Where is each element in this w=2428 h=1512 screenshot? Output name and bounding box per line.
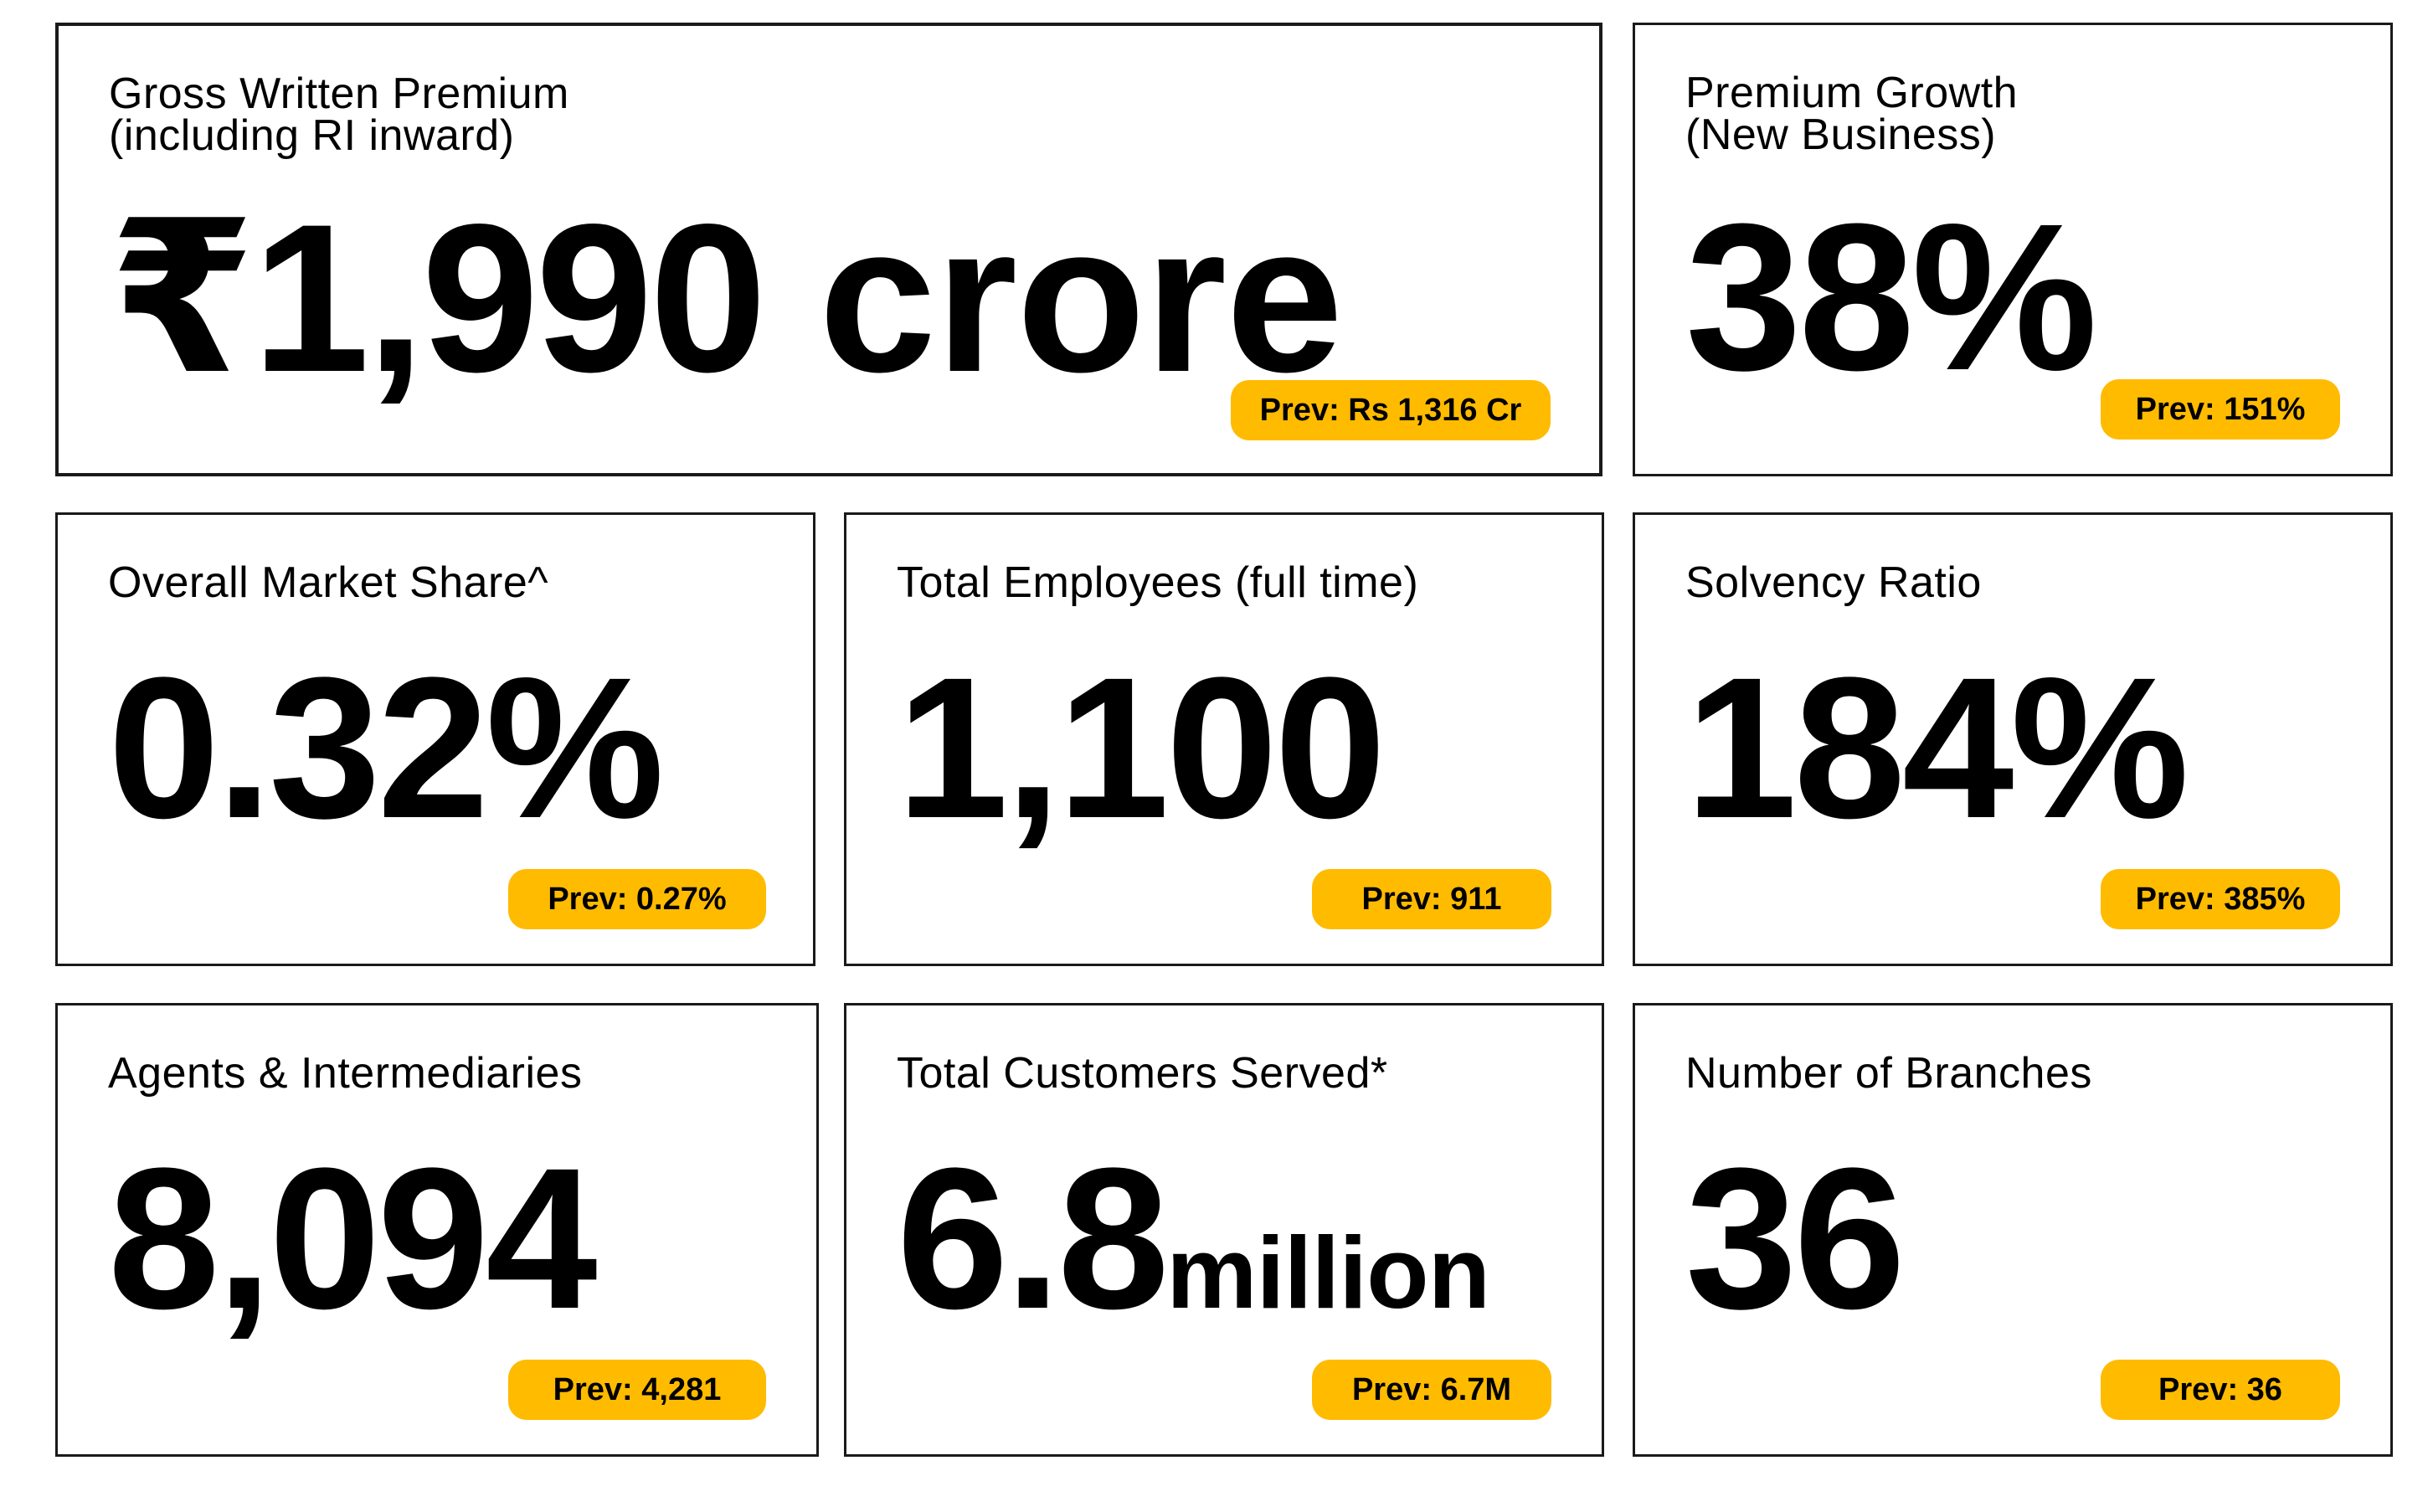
prev-badge: Prev: 36	[2101, 1360, 2340, 1420]
value-number: ₹1,990	[109, 181, 767, 416]
prev-badge: Prev: 4,281	[508, 1360, 766, 1420]
card-premium-growth: Premium Growth (New Business) 38% Prev: …	[1633, 23, 2393, 476]
prev-badge: Prev: Rs 1,316 Cr	[1231, 380, 1551, 440]
card-value: 8,094	[108, 1126, 598, 1350]
card-value: 6.8 million	[897, 1138, 1490, 1339]
value-number: 6.8	[897, 1126, 1170, 1350]
card-label: Gross Written Premium (including RI inwa…	[109, 69, 569, 160]
card-value: 184%	[1685, 635, 2189, 860]
card-label: Total Customers Served*	[897, 1049, 1388, 1098]
card-gross-written-premium: Gross Written Premium (including RI inwa…	[55, 23, 1602, 476]
card-label: Solvency Ratio	[1685, 558, 1982, 607]
card-label: Overall Market Share^	[108, 558, 549, 607]
card-value: 36	[1685, 1126, 1906, 1350]
card-agents-intermediaries: Agents & Intermediaries 8,094 Prev: 4,28…	[55, 1003, 819, 1457]
prev-badge: Prev: 151%	[2101, 379, 2340, 440]
card-total-employees: Total Employees (full time) 1,100 Prev: …	[844, 512, 1604, 966]
card-label: Total Employees (full time)	[897, 558, 1419, 607]
card-total-customers-served: Total Customers Served* 6.8 million Prev…	[844, 1003, 1604, 1457]
card-value: ₹1,990 crore	[109, 193, 1343, 404]
card-value: 0.32%	[108, 635, 665, 860]
prev-badge: Prev: 0.27%	[508, 869, 766, 929]
prev-badge: Prev: 6.7M	[1312, 1360, 1551, 1420]
value-unit: million	[1166, 1216, 1490, 1329]
card-solvency-ratio: Solvency Ratio 184% Prev: 385%	[1633, 512, 2393, 966]
card-label: Agents & Intermediaries	[108, 1049, 583, 1098]
value-unit: crore	[818, 181, 1343, 416]
prev-badge: Prev: 385%	[2101, 869, 2340, 929]
card-label: Number of Branches	[1685, 1049, 2092, 1098]
card-label: Premium Growth (New Business)	[1685, 69, 2019, 159]
prev-badge: Prev: 911	[1312, 869, 1551, 929]
card-overall-market-share: Overall Market Share^ 0.32% Prev: 0.27%	[55, 512, 815, 966]
card-value: 38%	[1685, 180, 2097, 414]
card-number-of-branches: Number of Branches 36 Prev: 36	[1633, 1003, 2393, 1457]
card-value: 1,100	[897, 635, 1386, 860]
